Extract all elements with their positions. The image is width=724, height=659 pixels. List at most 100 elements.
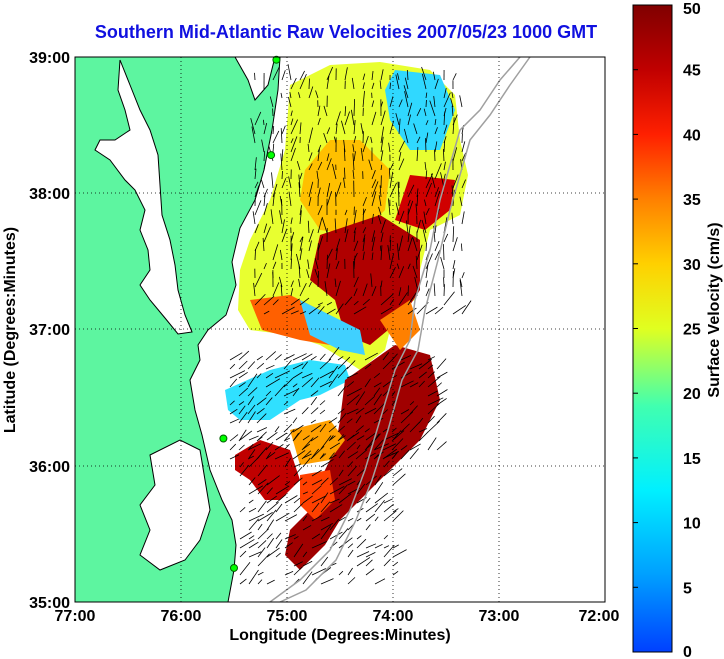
velocity-arrow [284, 571, 294, 576]
velocity-arrow [398, 210, 405, 225]
velocity-arrow [434, 187, 440, 198]
velocity-arrow [434, 225, 437, 234]
velocity-arrow [239, 561, 251, 576]
velocity-arrow [373, 372, 381, 379]
velocity-arrow [337, 356, 344, 361]
velocity-arrow [299, 248, 303, 261]
velocity-arrow [328, 435, 334, 442]
velocity-arrow [355, 407, 365, 415]
velocity-arrow [418, 380, 425, 388]
velocity-arrow [424, 161, 427, 171]
velocity-arrow [289, 91, 292, 99]
velocity-arrow [430, 173, 436, 189]
velocity-arrow [238, 405, 246, 415]
velocity-arrow [452, 117, 455, 135]
velocity-arrow [427, 397, 444, 406]
velocity-arrow [443, 111, 446, 126]
velocity-arrow [382, 386, 392, 397]
velocity-arrow [317, 205, 323, 216]
velocity-arrow [347, 517, 354, 522]
velocity-arrow [400, 409, 410, 415]
x-tick-label: 72:00 [579, 608, 620, 625]
velocity-arrow [239, 430, 253, 441]
velocity-arrow [320, 523, 333, 531]
velocity-arrow [400, 423, 410, 433]
velocity-arrow [247, 396, 255, 406]
velocity-arrow [400, 445, 408, 451]
velocity-arrow [353, 99, 356, 117]
velocity-arrow [364, 352, 378, 361]
velocity-arrow [238, 350, 250, 361]
velocity-arrow [461, 300, 472, 315]
velocity-arrow [254, 200, 262, 216]
velocity-arrow [281, 178, 287, 189]
velocity-arrow [364, 363, 372, 370]
velocity-arrow [269, 96, 274, 108]
velocity-arrow [425, 182, 432, 198]
velocity-arrow [320, 516, 330, 522]
velocity-arrow [365, 513, 376, 522]
velocity-arrow [299, 210, 302, 225]
velocity-arrow [374, 492, 389, 504]
velocity-arrow [257, 482, 269, 495]
velocity-arrow [310, 396, 318, 406]
velocity-arrow [452, 147, 458, 162]
x-tick-label: 77:00 [55, 608, 96, 625]
x-axis-label: Longitude (Degrees:Minutes) [229, 627, 450, 644]
velocity-arrow [290, 288, 294, 297]
velocity-arrow [328, 373, 339, 388]
velocity-arrow [443, 291, 455, 306]
velocity-arrow [344, 209, 348, 216]
velocity-arrow [451, 105, 454, 117]
velocity-arrow [423, 211, 427, 225]
velocity-arrow [371, 111, 377, 126]
velocity-arrow [409, 405, 418, 415]
velocity-arrow [319, 453, 325, 460]
velocity-arrow [443, 173, 446, 180]
velocity-arrow [353, 151, 356, 162]
velocity-arrow [370, 273, 373, 288]
velocity-arrow [371, 181, 379, 198]
velocity-arrow [436, 358, 447, 370]
velocity-arrow [374, 500, 385, 513]
velocity-arrow [256, 362, 265, 370]
velocity-arrow [329, 442, 341, 450]
velocity-arrow [290, 118, 294, 126]
velocity-arrow [272, 125, 275, 135]
velocity-arrow [247, 443, 261, 451]
velocity-arrow [247, 404, 256, 415]
velocity-arrow [257, 547, 266, 558]
velocity-arrow [398, 266, 405, 279]
velocity-arrow [461, 211, 465, 225]
velocity-arrow [379, 185, 382, 198]
velocity-arrow [337, 408, 345, 415]
velocity-arrow [301, 361, 308, 370]
velocity-arrow [374, 439, 384, 450]
velocity-arrow [365, 438, 375, 450]
velocity-arrow [443, 161, 446, 171]
velocity-arrow [271, 172, 274, 189]
velocity-arrow [371, 213, 374, 225]
velocity-arrow [392, 561, 399, 567]
velocity-arrow [434, 127, 438, 135]
velocity-arrow [442, 148, 445, 162]
velocity-arrow [413, 123, 418, 135]
velocity-arrow [248, 443, 254, 450]
velocity-arrow [308, 229, 314, 243]
velocity-arrow [302, 560, 313, 567]
velocity-arrow [415, 255, 418, 270]
velocity-arrow [319, 353, 326, 361]
velocity-arrow [272, 183, 278, 198]
hf-radar-stations [219, 55, 281, 572]
velocity-arrow [266, 431, 278, 441]
velocity-arrow [382, 443, 397, 451]
velocity-arrow [254, 111, 262, 126]
velocity-arrow [423, 199, 427, 207]
velocity-arrow [293, 477, 303, 486]
velocity-arrow [461, 272, 465, 279]
velocity-arrow [355, 425, 364, 433]
velocity-arrow [392, 508, 399, 513]
velocity-arrow [436, 371, 448, 379]
velocity-arrow [265, 351, 277, 361]
